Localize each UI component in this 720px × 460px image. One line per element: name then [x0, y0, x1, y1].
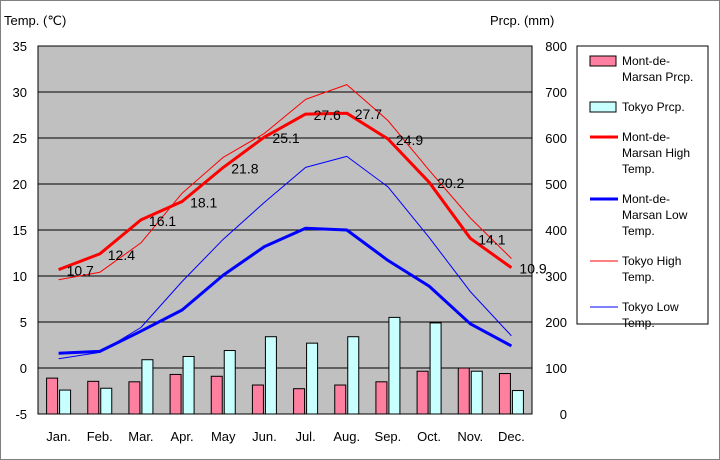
precip-bar-tokyo — [306, 342, 319, 415]
legend-label: Temp. — [622, 270, 655, 284]
data-label: 20.2 — [437, 175, 464, 191]
data-label: 21.8 — [231, 160, 258, 176]
right-axis-ticks: 0 100 200 300 400 500 600 700 800 — [545, 39, 567, 422]
right-tick-label: 700 — [545, 85, 567, 100]
precip-bar-mont-de-marsan — [293, 388, 306, 415]
legend-label: Tokyo High — [622, 254, 681, 268]
x-tick-label: Feb. — [87, 429, 113, 444]
precip-bar-mont-de-marsan — [87, 380, 100, 415]
temp-line-0 — [58, 111, 513, 272]
precip-bar-mont-de-marsan — [169, 373, 182, 415]
precip-bar-mont-de-marsan — [457, 367, 470, 415]
legend-label: Tokyo Low — [622, 300, 679, 314]
precip-bar-tokyo — [264, 336, 277, 415]
legend-label: Temp. — [622, 316, 655, 330]
left-tick-label: 25 — [13, 131, 27, 146]
data-label: 27.7 — [355, 106, 382, 122]
precip-bar-mont-de-marsan — [416, 370, 429, 415]
precip-bar-tokyo — [388, 316, 401, 415]
precip-bar-mont-de-marsan — [128, 381, 141, 415]
data-label: 18.1 — [190, 194, 217, 210]
legend-label: Marsan Prcp. — [622, 70, 693, 84]
data-label: 25.1 — [272, 130, 299, 146]
left-tick-label: -5 — [15, 407, 27, 422]
right-tick-label: 0 — [560, 407, 567, 422]
left-tick-label: 10 — [13, 269, 27, 284]
right-tick-label: 200 — [545, 315, 567, 330]
precip-bar-tokyo — [141, 359, 154, 415]
x-tick-label: Aug. — [333, 429, 360, 444]
precip-bar-tokyo — [182, 356, 195, 415]
x-tick-label: Jul. — [295, 429, 315, 444]
legend-label: Mont-de- — [622, 192, 670, 206]
data-label: 12.4 — [108, 247, 135, 263]
legend: Mont-de- Marsan Prcp. Tokyo Prcp. Mont-de- M… — [589, 54, 693, 330]
data-labels: 10.7 12.4 16.1 18.1 21.8 25.1 27.6 27.7 24.9 20.2… — [67, 106, 547, 278]
left-tick-label: 30 — [13, 85, 27, 100]
left-axis-title: Temp. (℃) — [4, 13, 66, 28]
precip-bar-tokyo — [347, 336, 360, 415]
left-tick-label: 5 — [20, 315, 27, 330]
temperature-lines — [58, 84, 513, 360]
legend-label: Marsan High — [622, 146, 690, 160]
x-tick-label: Apr. — [171, 429, 194, 444]
right-axis-title: Prcp. (mm) — [490, 13, 554, 28]
left-tick-label: 20 — [13, 177, 27, 192]
precip-bar-tokyo — [223, 350, 236, 415]
precip-bar-tokyo — [100, 387, 113, 415]
legend-swatch-bar-1 — [589, 101, 617, 113]
temp-line-2 — [58, 84, 512, 281]
legend-box — [576, 45, 709, 325]
x-tick-label: Mar. — [128, 429, 153, 444]
left-tick-label: 15 — [13, 223, 27, 238]
precip-bar-mont-de-marsan — [375, 381, 388, 415]
precip-bar-tokyo — [470, 370, 483, 415]
legend-label: Mont-de- — [622, 54, 670, 68]
data-label: 10.7 — [67, 263, 94, 279]
legend-label: Temp. — [622, 224, 655, 238]
precip-bar-tokyo — [511, 390, 524, 415]
precip-bar-mont-de-marsan — [498, 373, 511, 415]
precip-bar-mont-de-marsan — [210, 375, 223, 415]
legend-label: Mont-de- — [622, 130, 670, 144]
data-label: 27.6 — [314, 107, 341, 123]
x-tick-label: Nov. — [457, 429, 483, 444]
legend-swatch-bar-0 — [589, 55, 617, 67]
precip-bar-mont-de-marsan — [334, 384, 347, 415]
x-tick-label: Jan. — [46, 429, 71, 444]
precip-bar-tokyo — [59, 389, 72, 415]
right-tick-label: 300 — [545, 269, 567, 284]
precip-bar-mont-de-marsan — [251, 384, 264, 415]
data-label: 14.1 — [478, 231, 505, 247]
data-label: 24.9 — [396, 132, 423, 148]
x-tick-label: Dec. — [498, 429, 525, 444]
grid-lines — [38, 91, 532, 369]
x-tick-label: May — [211, 429, 236, 444]
data-label: 10.9 — [519, 261, 546, 277]
precip-bar-tokyo — [429, 322, 442, 415]
precipitation-bars — [46, 316, 524, 415]
temp-line-1 — [58, 226, 513, 355]
left-axis-ticks: -5 0 5 10 15 20 25 30 35 — [13, 39, 27, 422]
right-tick-label: 800 — [545, 39, 567, 54]
left-tick-label: 35 — [13, 39, 27, 54]
legend-label: Tokyo Prcp. — [622, 100, 685, 114]
legend-label: Marsan Low — [622, 208, 688, 222]
data-label: 16.1 — [149, 213, 176, 229]
left-tick-label: 0 — [20, 361, 27, 376]
right-tick-label: 400 — [545, 223, 567, 238]
temp-line-3 — [58, 155, 512, 360]
x-axis-ticks: Jan. Feb. Mar. Apr. May Jun. Jul. Aug. Sep. Oct. N… — [46, 429, 524, 444]
plot-border — [37, 45, 533, 415]
right-tick-label: 500 — [545, 177, 567, 192]
legend-label: Temp. — [622, 162, 655, 176]
precip-bar-mont-de-marsan — [46, 377, 59, 415]
x-tick-label: Oct. — [417, 429, 441, 444]
x-tick-label: Jun. — [252, 429, 277, 444]
x-tick-label: Sep. — [375, 429, 402, 444]
right-tick-label: 100 — [545, 361, 567, 376]
right-tick-label: 600 — [545, 131, 567, 146]
